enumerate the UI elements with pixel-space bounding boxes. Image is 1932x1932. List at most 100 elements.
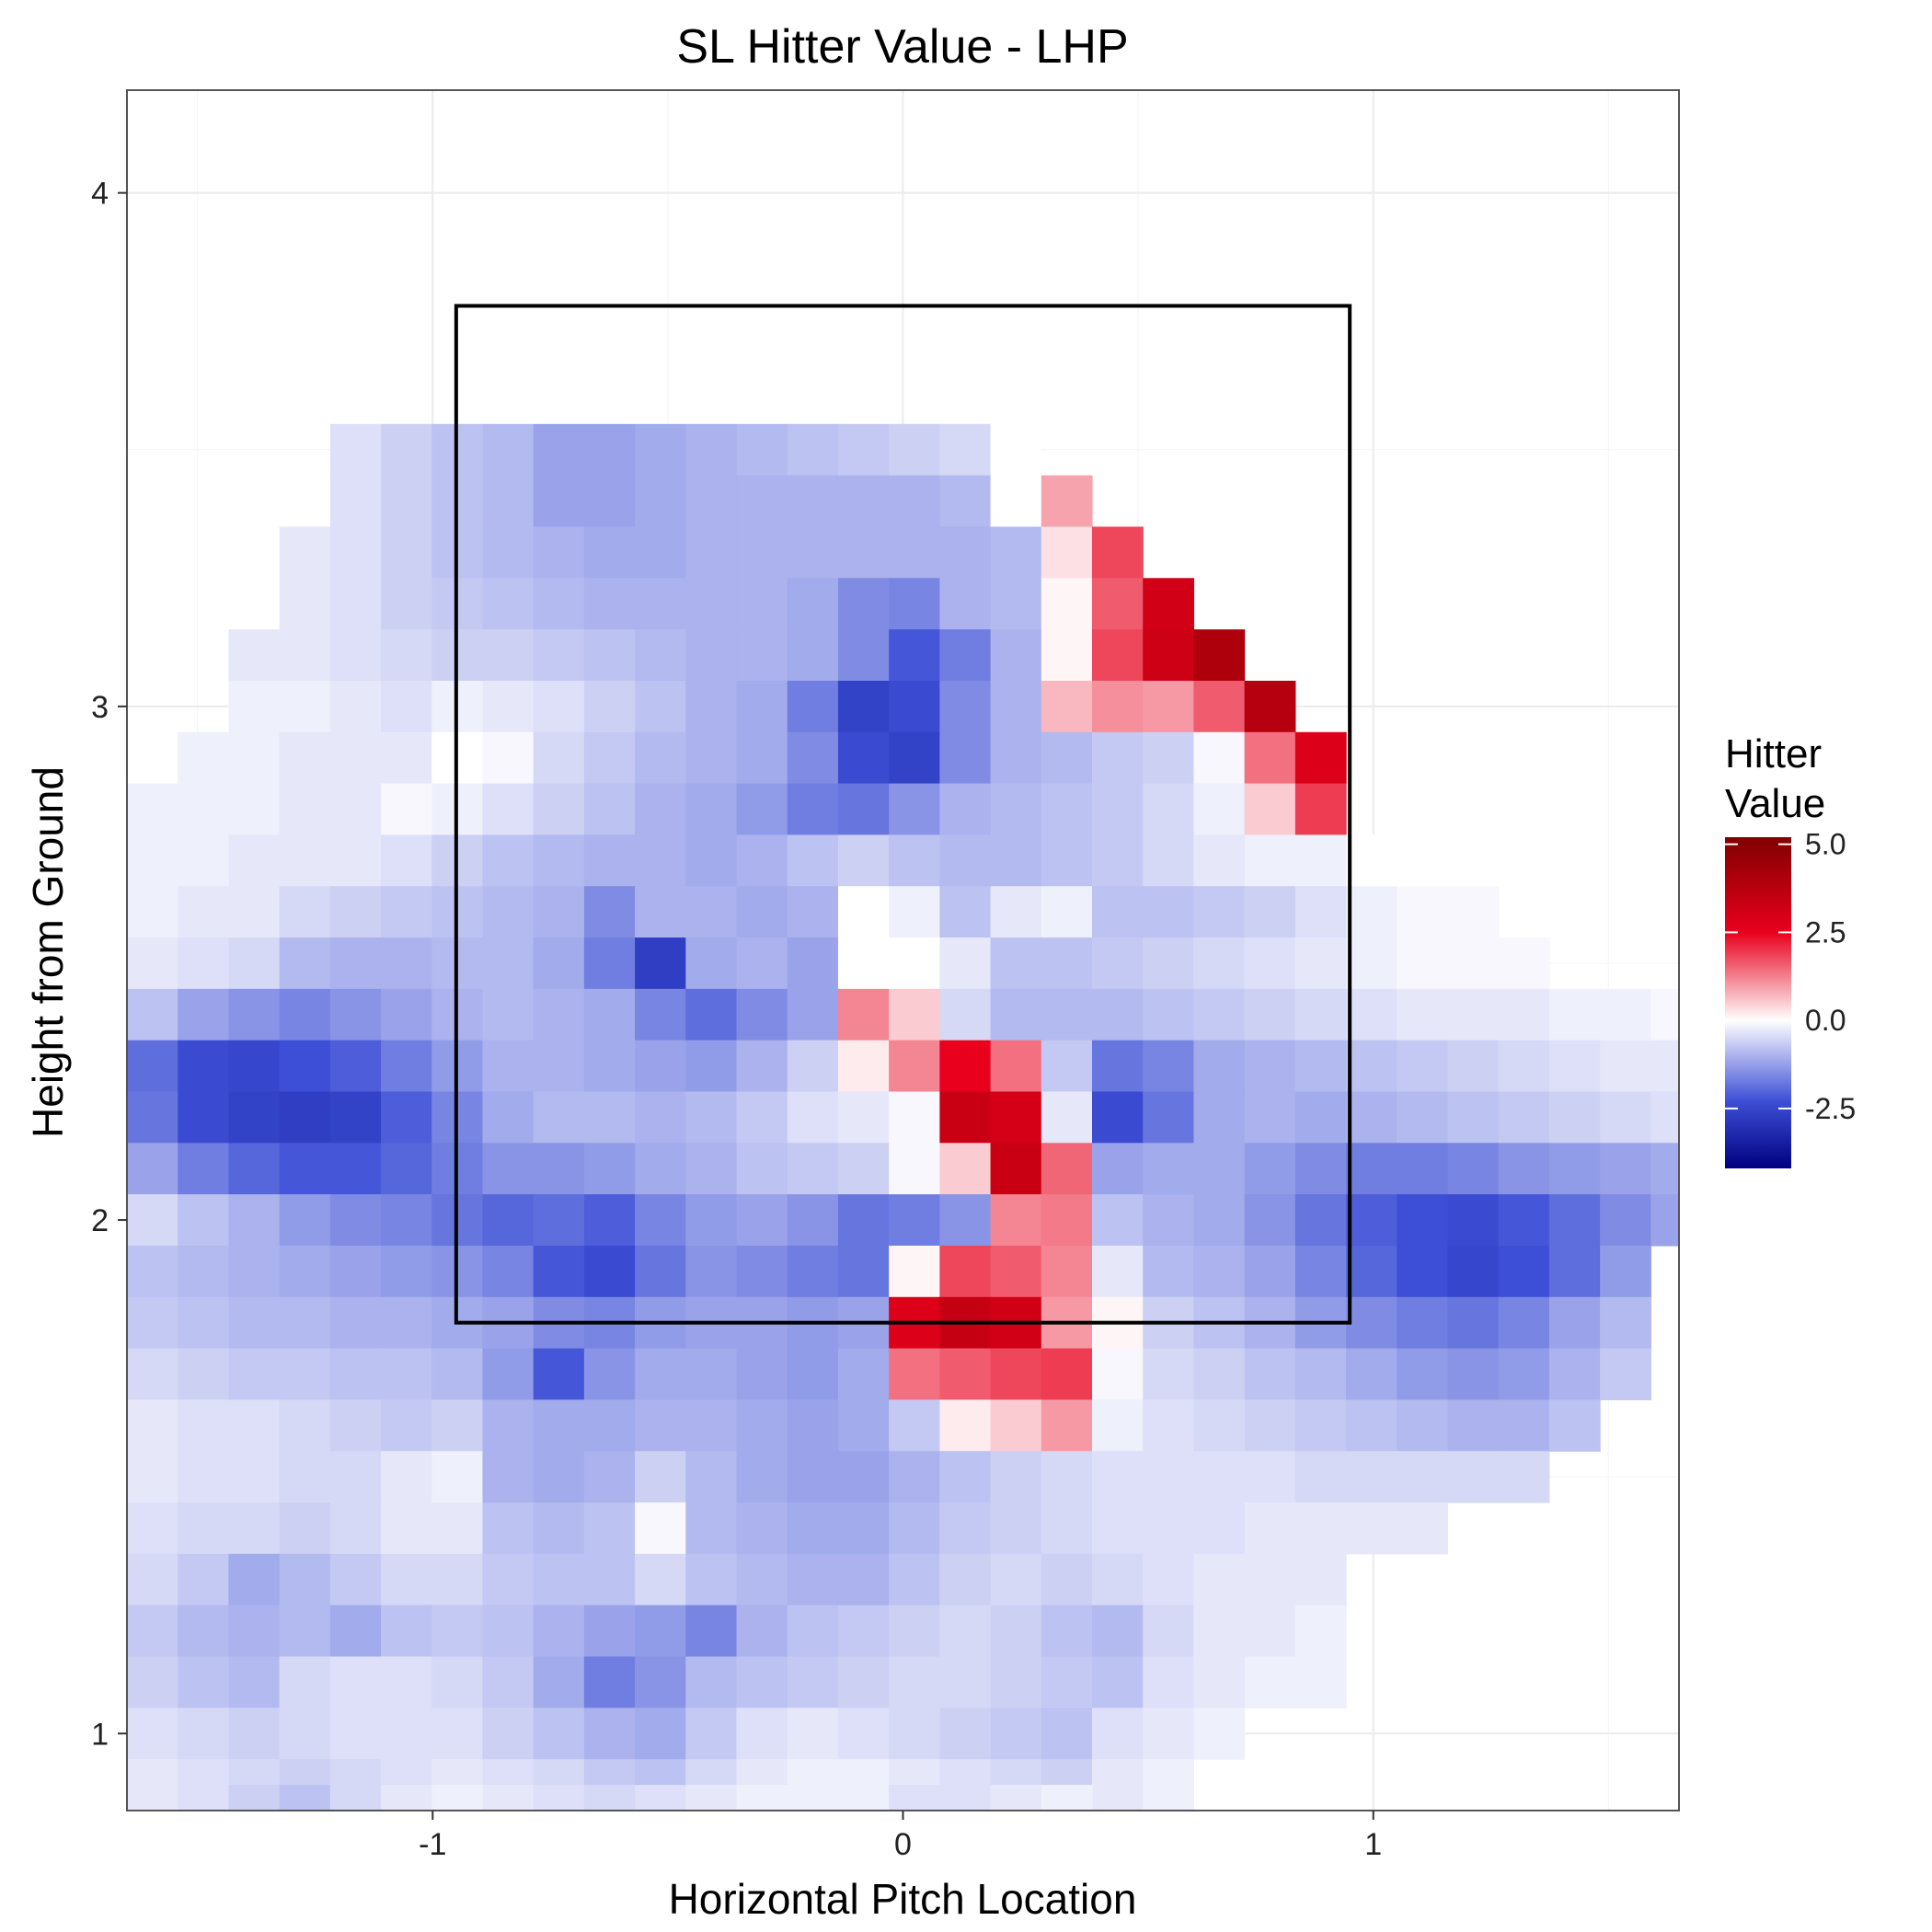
heatmap-cell — [583, 423, 636, 477]
heatmap-cell — [939, 1553, 992, 1606]
heatmap-cell — [431, 1399, 484, 1452]
heatmap-cell — [228, 1194, 281, 1247]
heatmap-cell — [279, 783, 331, 836]
heatmap-cell — [990, 1194, 1042, 1247]
heatmap-cell — [736, 1399, 788, 1452]
heatmap-cell — [127, 1502, 178, 1555]
heatmap-cell — [1041, 475, 1093, 528]
heatmap-cell — [1193, 1553, 1246, 1606]
heatmap-cell — [533, 526, 585, 579]
heatmap-cell — [889, 423, 940, 477]
heatmap-cell — [329, 783, 382, 836]
heatmap-cell — [482, 578, 535, 630]
heatmap-cell — [1143, 1040, 1195, 1093]
heatmap-cell — [279, 1040, 331, 1093]
heatmap-cell — [889, 1553, 940, 1606]
heatmap-cell — [889, 680, 940, 733]
heatmap-cell — [635, 1553, 686, 1606]
heatmap-cell — [127, 1091, 178, 1144]
heatmap-cell — [1244, 1245, 1296, 1298]
heatmap-cell — [381, 578, 432, 630]
heatmap-cell — [1092, 937, 1144, 990]
heatmap-cell — [837, 1708, 890, 1760]
heatmap-cell — [939, 1348, 992, 1401]
heatmap-cell — [787, 1553, 839, 1606]
heatmap-cell — [1548, 1194, 1601, 1247]
heatmap-cell — [178, 1708, 230, 1760]
heatmap-cell — [1600, 1348, 1651, 1401]
heatmap-cell — [228, 1708, 281, 1760]
heatmap-cell — [685, 1502, 738, 1555]
heatmap-cell — [533, 1091, 585, 1144]
heatmap-cell — [1294, 988, 1347, 1041]
heatmap-cell — [736, 937, 788, 990]
heatmap-cell — [1143, 1194, 1195, 1247]
heatmap-cell — [787, 1194, 839, 1247]
heatmap-cell — [1294, 1502, 1347, 1555]
x-tick-label: -1 — [419, 1827, 446, 1862]
heatmap-cell — [533, 1451, 585, 1503]
heatmap-cell — [279, 578, 331, 630]
heatmap-cell — [787, 783, 839, 836]
heatmap-cell — [635, 1604, 686, 1658]
y-axis: 1 2 3 4 — [91, 177, 127, 1752]
heatmap-cell — [329, 731, 382, 785]
heatmap-cell — [889, 731, 940, 785]
heatmap-cell — [381, 1348, 432, 1401]
heatmap-cell — [279, 1296, 331, 1350]
heatmap-cell — [1092, 1604, 1144, 1658]
heatmap-cell — [1397, 1143, 1449, 1195]
heatmap-cell — [1397, 1245, 1449, 1298]
heatmap-cell — [889, 1143, 940, 1195]
heatmap-cell — [1600, 988, 1651, 1041]
heatmap-cell — [889, 629, 940, 682]
heatmap-cell — [990, 988, 1042, 1041]
heatmap-cell — [482, 1091, 535, 1144]
heatmap-cell — [1650, 988, 1679, 1041]
heatmap-cell — [583, 629, 636, 682]
heatmap-cell — [939, 1708, 992, 1760]
heatmap-cell — [1548, 1296, 1601, 1350]
heatmap-cell — [1447, 1091, 1500, 1144]
heatmap-cell — [1294, 1656, 1347, 1708]
heatmap-cell — [329, 1708, 382, 1760]
heatmap-cell — [127, 1245, 178, 1298]
heatmap-cell — [228, 937, 281, 990]
heatmap-cell — [381, 1785, 432, 1811]
heatmap-cell — [279, 1708, 331, 1760]
heatmap-cell — [837, 988, 890, 1041]
heatmap-cell — [381, 1604, 432, 1658]
heatmap-cell — [1092, 1040, 1144, 1093]
heatmap-cell — [889, 1040, 940, 1093]
heatmap-cell — [178, 731, 230, 785]
heatmap-cell — [939, 1040, 992, 1093]
heatmap-cell — [1193, 680, 1246, 733]
heatmap-cell — [1346, 886, 1397, 938]
heatmap-cell — [228, 1656, 281, 1708]
heatmap-cell — [736, 1245, 788, 1298]
heatmap-cell — [1092, 886, 1144, 938]
heatmap-cell — [329, 1656, 382, 1708]
heatmap-cell — [1447, 937, 1500, 990]
heatmap-cell — [787, 1708, 839, 1760]
heatmap-cell — [583, 1451, 636, 1503]
heatmap-cell — [1600, 1245, 1651, 1298]
heatmap-cell — [1041, 1708, 1093, 1760]
heatmap-cell — [1092, 1759, 1144, 1811]
heatmap-cell — [178, 988, 230, 1041]
heatmap-cell — [1193, 988, 1246, 1041]
heatmap-cell — [1041, 1451, 1093, 1503]
heatmap-cell — [685, 1399, 738, 1452]
heatmap-cell — [837, 1194, 890, 1247]
heatmap-cell — [939, 526, 992, 579]
heatmap-cell — [329, 1399, 382, 1452]
heatmap-cell — [178, 1296, 230, 1350]
heatmap-cell — [1498, 1143, 1550, 1195]
heatmap-cell — [787, 1656, 839, 1708]
heatmap-cell — [1193, 937, 1246, 990]
heatmap-cell — [381, 886, 432, 938]
heatmap-cell — [533, 1502, 585, 1555]
heatmap-cell — [939, 886, 992, 938]
heatmap-cell — [1092, 1451, 1144, 1503]
heatmap-cell — [1244, 1604, 1296, 1658]
